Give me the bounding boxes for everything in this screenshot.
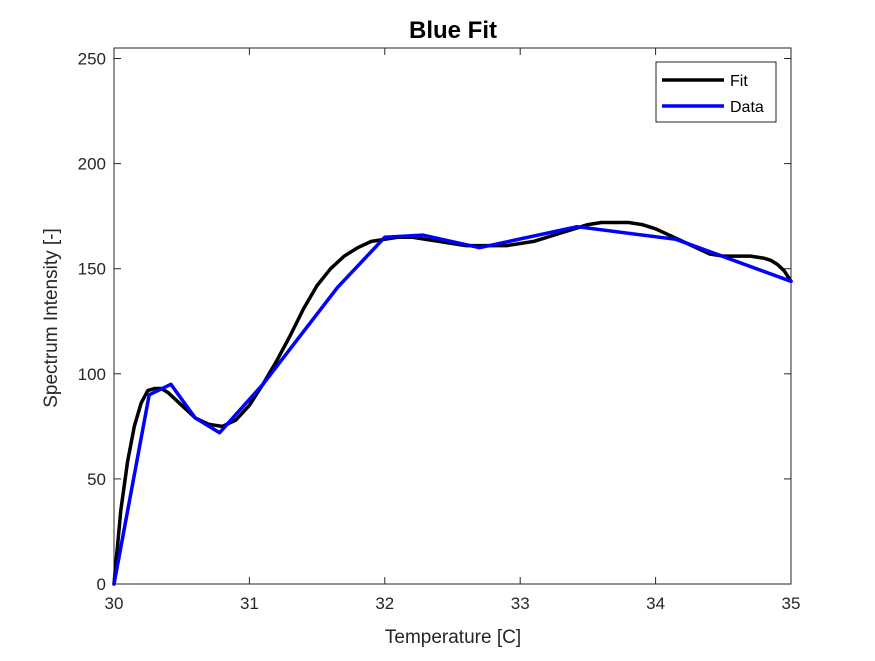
- x-tick-label: 33: [511, 594, 530, 613]
- y-tick-label: 250: [78, 50, 106, 69]
- x-tick-label: 35: [782, 594, 801, 613]
- axes-box: [113, 47, 792, 585]
- y-tick-label: 100: [78, 365, 106, 384]
- x-axis-label: Temperature [C]: [385, 627, 521, 648]
- series-line-data: [112, 224, 793, 586]
- x-tick-label: 34: [646, 594, 665, 613]
- y-tick-label: 50: [87, 470, 106, 489]
- x-tick-label: 31: [240, 594, 259, 613]
- legend-label-fit: Fit: [730, 73, 748, 90]
- chart-title: Blue Fit: [409, 17, 497, 44]
- x-tick-label: 32: [375, 594, 394, 613]
- legend-label-data: Data: [730, 99, 764, 116]
- y-tick-label: 200: [78, 155, 106, 174]
- plot-area: 30 31 32 33 34 35 0 50 100 150 200 250: [78, 47, 801, 613]
- x-tick-label: 30: [105, 594, 124, 613]
- legend-box: [655, 61, 777, 123]
- legend: Fit Data: [655, 61, 777, 123]
- y-axis-label: Spectrum Intensity [-]: [41, 228, 62, 408]
- y-tick-label: 0: [97, 575, 106, 594]
- y-tick-label: 150: [78, 260, 106, 279]
